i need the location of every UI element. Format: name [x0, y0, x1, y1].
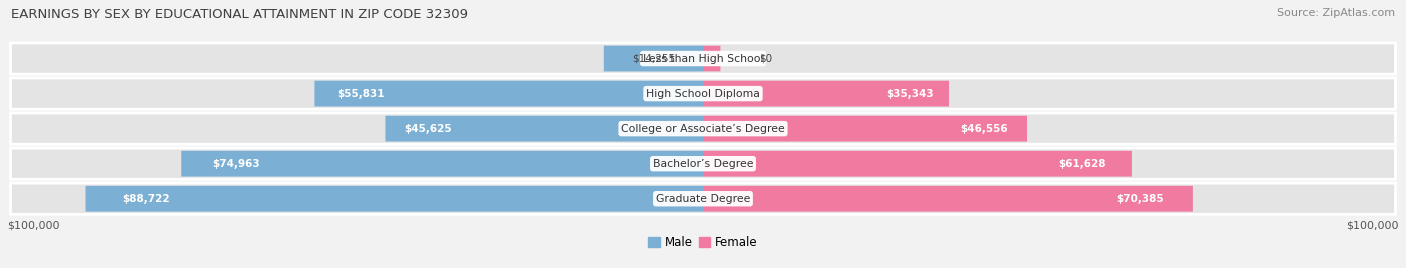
Text: $14,255: $14,255	[631, 54, 675, 64]
FancyBboxPatch shape	[10, 113, 1396, 144]
Text: $74,963: $74,963	[212, 159, 260, 169]
FancyBboxPatch shape	[603, 46, 703, 72]
Text: College or Associate’s Degree: College or Associate’s Degree	[621, 124, 785, 134]
Text: Less than High School: Less than High School	[643, 54, 763, 64]
Text: $35,343: $35,343	[887, 89, 934, 99]
Text: High School Diploma: High School Diploma	[647, 89, 759, 99]
Text: EARNINGS BY SEX BY EDUCATIONAL ATTAINMENT IN ZIP CODE 32309: EARNINGS BY SEX BY EDUCATIONAL ATTAINMEN…	[11, 8, 468, 21]
FancyBboxPatch shape	[703, 116, 1026, 142]
FancyBboxPatch shape	[703, 81, 949, 106]
Text: Graduate Degree: Graduate Degree	[655, 194, 751, 204]
Text: $100,000: $100,000	[7, 221, 59, 230]
FancyBboxPatch shape	[10, 183, 1396, 214]
FancyBboxPatch shape	[315, 81, 703, 106]
FancyBboxPatch shape	[10, 43, 1396, 74]
FancyBboxPatch shape	[181, 151, 703, 177]
FancyBboxPatch shape	[10, 78, 1396, 109]
FancyBboxPatch shape	[703, 46, 720, 71]
Text: Source: ZipAtlas.com: Source: ZipAtlas.com	[1277, 8, 1395, 18]
FancyBboxPatch shape	[703, 186, 1192, 212]
FancyBboxPatch shape	[703, 151, 1132, 177]
Text: $100,000: $100,000	[1347, 221, 1399, 230]
FancyBboxPatch shape	[86, 186, 703, 212]
Text: $0: $0	[759, 54, 772, 64]
Text: $70,385: $70,385	[1116, 194, 1164, 204]
Text: $55,831: $55,831	[337, 89, 385, 99]
Text: $88,722: $88,722	[122, 194, 170, 204]
Text: Bachelor’s Degree: Bachelor’s Degree	[652, 159, 754, 169]
Text: $45,625: $45,625	[405, 124, 453, 134]
Text: $61,628: $61,628	[1059, 159, 1107, 169]
Legend: Male, Female: Male, Female	[644, 232, 762, 254]
FancyBboxPatch shape	[385, 116, 703, 142]
FancyBboxPatch shape	[10, 148, 1396, 179]
Text: $46,556: $46,556	[960, 124, 1008, 134]
